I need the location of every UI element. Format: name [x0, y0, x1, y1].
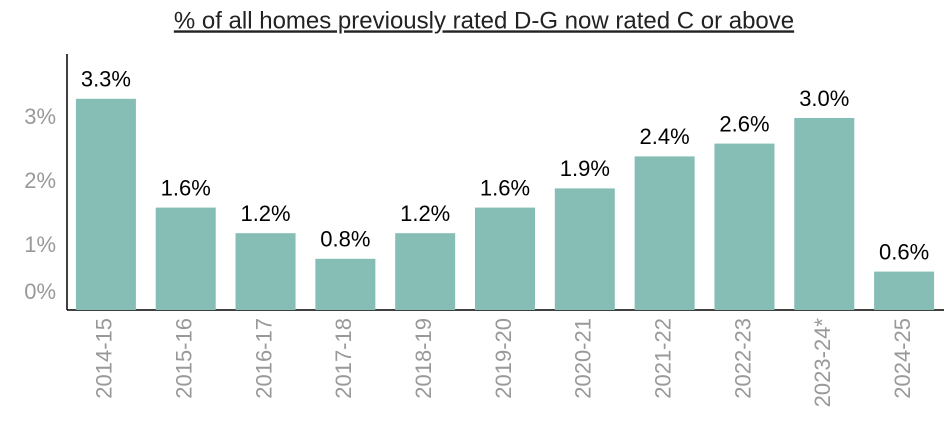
x-tick-label: 2016-17	[251, 318, 276, 399]
x-tick-label: 2021-22	[650, 318, 675, 399]
bar	[475, 207, 535, 310]
bar	[235, 233, 296, 310]
y-tick-label: 2%	[24, 168, 56, 193]
chart-title: % of all homes previously rated D-G now …	[174, 7, 794, 34]
value-label: 0.6%	[879, 239, 929, 264]
x-tick-label: 2019-20	[491, 318, 516, 399]
value-label: 3.3%	[81, 67, 131, 92]
value-label: 1.6%	[161, 175, 211, 200]
x-tick-label: 2023-24*	[810, 318, 835, 408]
x-tick-label: 2020-21	[571, 318, 596, 399]
bar	[75, 98, 136, 310]
bar	[155, 207, 216, 310]
bar	[554, 188, 615, 310]
value-label: 2.6%	[719, 111, 769, 136]
value-label: 1.9%	[560, 156, 610, 181]
y-tick-label: 3%	[24, 104, 56, 129]
x-tick-label: 2024-25	[890, 318, 915, 399]
value-label: 1.2%	[400, 201, 450, 226]
bar	[395, 233, 456, 310]
x-tick-label: 2018-19	[411, 318, 436, 399]
x-tick-label: 2017-18	[331, 318, 356, 399]
value-label: 2.4%	[640, 124, 690, 149]
value-label: 3.0%	[799, 86, 849, 111]
bar	[794, 118, 855, 310]
x-tick-label: 2022-23	[730, 318, 755, 399]
bar	[874, 271, 935, 310]
y-tick-label: 0%	[24, 279, 56, 304]
bar	[315, 258, 376, 310]
value-label: 1.2%	[240, 201, 290, 226]
value-label: 0.8%	[320, 227, 370, 252]
bar	[714, 143, 775, 310]
x-tick-label: 2014-15	[92, 318, 117, 399]
x-tick-label: 2015-16	[172, 318, 197, 399]
y-tick-label: 1%	[24, 232, 56, 257]
value-label: 1.6%	[480, 175, 530, 200]
bar	[634, 156, 695, 310]
